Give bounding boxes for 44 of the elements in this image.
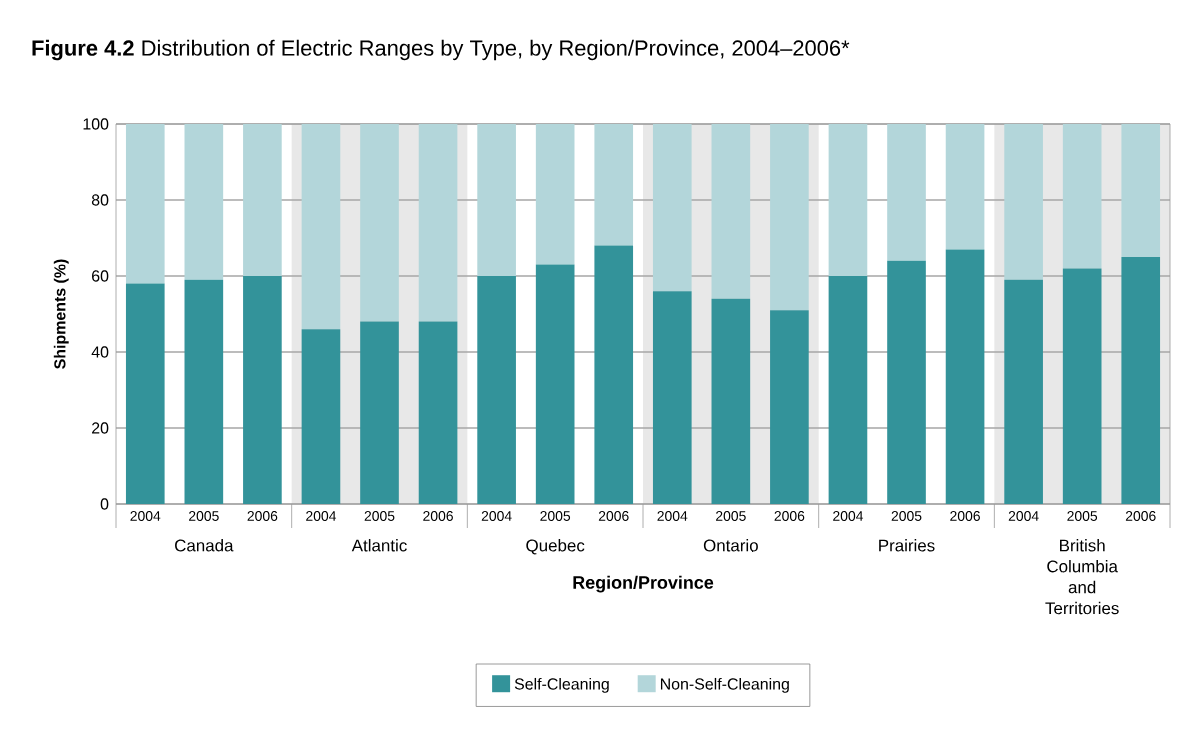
- bar: [652, 124, 692, 292]
- bar: [594, 245, 634, 504]
- bar: [945, 124, 985, 250]
- text: British Columbia and Territories: [1045, 539, 1119, 615]
- bar: [1004, 279, 1043, 504]
- bar: [184, 279, 224, 504]
- text: Quebec: [526, 539, 585, 555]
- bar: [477, 124, 516, 276]
- bar: [594, 124, 634, 246]
- bar: [535, 264, 575, 504]
- bar: [828, 276, 868, 504]
- bar: [360, 321, 399, 504]
- bar: [243, 276, 282, 504]
- bar: [770, 310, 809, 504]
- bar: [418, 321, 458, 504]
- bar: [301, 329, 341, 504]
- bar: [711, 124, 751, 299]
- bar: [301, 124, 341, 330]
- bar: [1062, 268, 1102, 504]
- bar: [535, 124, 575, 265]
- bar: [184, 124, 224, 280]
- bar: [418, 124, 458, 322]
- bar: [243, 124, 282, 276]
- bar: [887, 260, 926, 504]
- bar: [770, 124, 809, 311]
- bar: [828, 124, 868, 276]
- text: Canada: [175, 539, 234, 552]
- bar: [360, 124, 399, 322]
- bar: [477, 276, 516, 504]
- bar: [945, 249, 985, 504]
- x-axis-title: Region/Province: [573, 575, 714, 593]
- bar: [711, 298, 751, 504]
- bar: [125, 124, 165, 284]
- bar: [1121, 124, 1161, 257]
- text: Ontario: [703, 539, 758, 552]
- text: Atlantic: [351, 539, 407, 552]
- bar: [652, 291, 692, 504]
- chart-title: Figure 4.2 Distribution of Electric Ranges by Type, by Region/Province, 2004–2006*: [32, 39, 850, 61]
- bar: [1004, 124, 1043, 280]
- bar: [1121, 257, 1161, 504]
- bar: [125, 283, 165, 504]
- bar: [1062, 124, 1102, 269]
- text: Prairies: [879, 539, 935, 552]
- bar: [887, 124, 926, 261]
